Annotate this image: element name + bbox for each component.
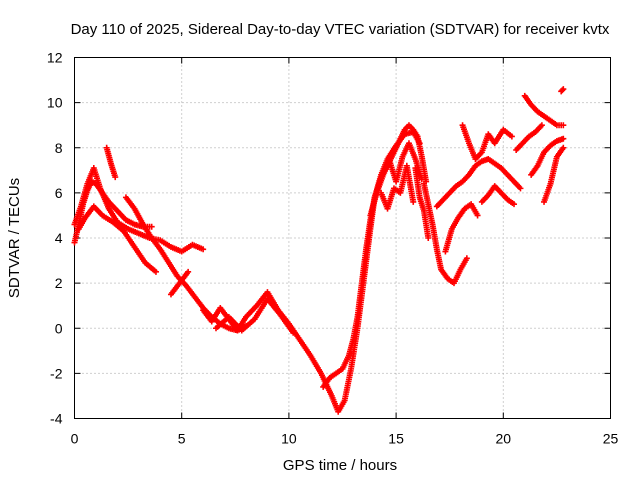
series-l bbox=[412, 165, 432, 241]
series-f bbox=[167, 268, 192, 298]
y-tick-label: 10 bbox=[47, 95, 63, 111]
y-tick-label: 8 bbox=[55, 140, 63, 156]
data-point bbox=[290, 329, 297, 336]
data-point bbox=[418, 176, 425, 183]
series-d bbox=[75, 203, 159, 275]
series-u bbox=[541, 144, 567, 205]
series-h bbox=[213, 295, 297, 336]
data-point bbox=[559, 87, 566, 94]
x-tick-label: 0 bbox=[71, 431, 79, 447]
data-point bbox=[425, 235, 432, 241]
y-tick-label: 12 bbox=[47, 50, 63, 66]
series-v bbox=[558, 86, 567, 95]
data-point bbox=[112, 174, 119, 181]
data-point bbox=[463, 255, 470, 262]
data-point bbox=[148, 223, 155, 230]
data-point bbox=[508, 133, 515, 140]
data-point bbox=[185, 268, 192, 275]
x-axis: 0 5 10 15 20 25 bbox=[71, 57, 619, 447]
x-tick-label: 25 bbox=[603, 431, 619, 447]
series-p bbox=[459, 122, 515, 163]
y-tick-label: 0 bbox=[55, 320, 63, 336]
y-tick-label: -2 bbox=[50, 365, 63, 381]
data-point bbox=[560, 122, 567, 129]
data-point bbox=[560, 135, 567, 142]
y-tick-label: 6 bbox=[55, 185, 63, 201]
series-n bbox=[433, 156, 524, 210]
data-point bbox=[538, 122, 545, 129]
series-k bbox=[378, 162, 417, 212]
data-point bbox=[200, 246, 207, 253]
grid bbox=[74, 57, 611, 419]
data-point bbox=[511, 201, 518, 208]
data-point bbox=[560, 144, 567, 151]
chart-title: Day 110 of 2025, Sidereal Day-to-day VTE… bbox=[71, 21, 610, 38]
x-tick-label: 15 bbox=[388, 431, 404, 447]
series-t bbox=[513, 122, 545, 154]
x-tick-label: 10 bbox=[281, 431, 297, 447]
series-c bbox=[103, 144, 119, 181]
y-tick-label: -4 bbox=[50, 411, 63, 427]
x-tick-label: 20 bbox=[496, 431, 512, 447]
data-point bbox=[560, 86, 567, 93]
y-tick-label: 2 bbox=[55, 275, 63, 291]
series-j bbox=[367, 140, 425, 219]
y-tick-label: 4 bbox=[55, 230, 63, 246]
y-axis-label: SDTVAR / TECUs bbox=[6, 178, 23, 298]
series-m bbox=[420, 180, 470, 287]
data-points bbox=[71, 86, 567, 415]
data-point bbox=[517, 185, 524, 192]
y-axis: -4 -2 0 2 4 6 8 10 12 bbox=[47, 50, 611, 427]
series-o bbox=[442, 201, 481, 255]
data-point bbox=[474, 212, 481, 219]
data-point bbox=[410, 198, 417, 205]
series-b bbox=[71, 165, 207, 255]
x-axis-label: GPS time / hours bbox=[283, 457, 397, 474]
series-r bbox=[521, 92, 567, 129]
series-s bbox=[528, 135, 567, 178]
x-tick-label: 5 bbox=[178, 431, 186, 447]
series-q bbox=[478, 183, 518, 208]
data-point bbox=[152, 268, 159, 275]
